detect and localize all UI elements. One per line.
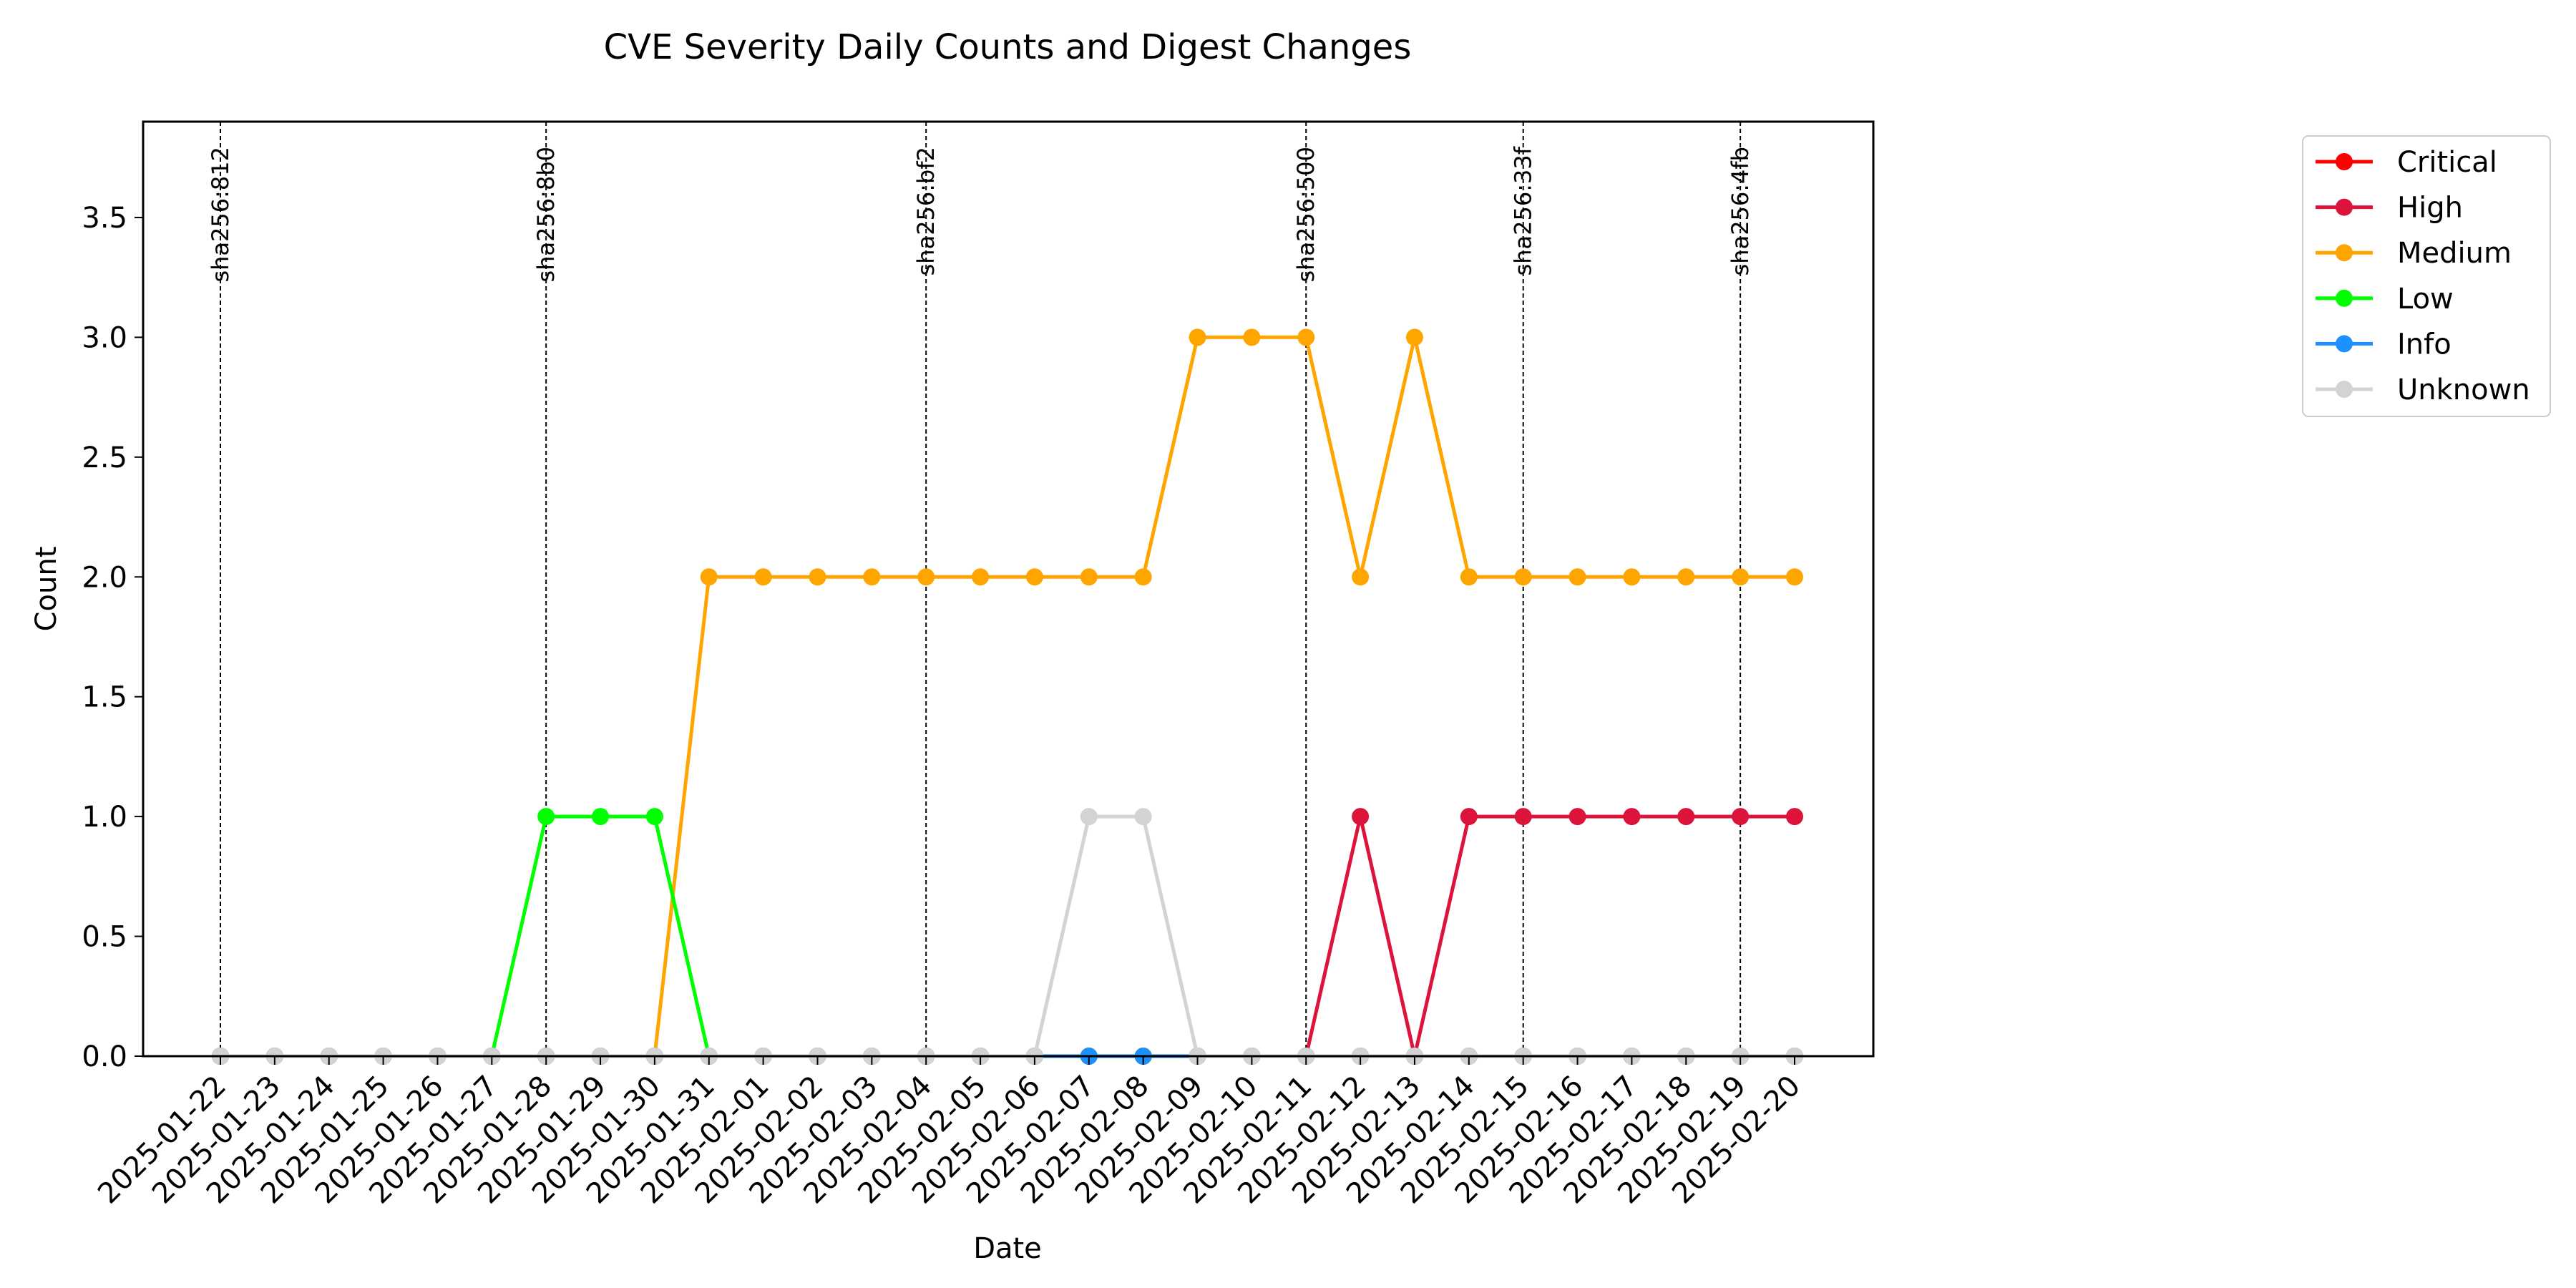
legend-label: Info (2397, 328, 2451, 361)
data-point (645, 808, 663, 826)
y-tick-label: 0.0 (82, 1040, 127, 1073)
data-point (1568, 568, 1586, 586)
data-point (1623, 568, 1641, 586)
data-point (1189, 328, 1206, 346)
x-axis: 2025-01-222025-01-232025-01-242025-01-25… (92, 1056, 1807, 1210)
y-tick-label: 0.5 (82, 921, 127, 954)
legend-label: High (2397, 192, 2463, 225)
data-point (972, 568, 990, 586)
data-point (1025, 568, 1043, 586)
y-axis-label: Count (30, 547, 63, 632)
digest-label: sha256:500 (1292, 147, 1319, 283)
digest-label: sha256:8b0 (532, 147, 560, 282)
digest-label: sha256:bf2 (912, 147, 940, 275)
digest-label: sha256:812 (207, 147, 234, 283)
legend-item: High (2316, 192, 2463, 225)
data-point (1080, 808, 1098, 826)
plot-area (142, 120, 1875, 1058)
data-point (1134, 568, 1152, 586)
data-point (917, 568, 935, 586)
legend-item: Low (2316, 283, 2454, 316)
data-point (1677, 808, 1695, 826)
data-point (1514, 568, 1532, 586)
data-point (1405, 328, 1423, 346)
y-tick-label: 3.5 (82, 202, 127, 235)
data-point (1732, 808, 1750, 826)
legend-swatch-marker (2336, 198, 2353, 216)
legend-swatch-marker (2336, 335, 2353, 353)
digest-label: sha256:33f (1510, 146, 1537, 275)
legend-item: Critical (2316, 146, 2497, 179)
data-point (1243, 328, 1261, 346)
data-point (1352, 568, 1370, 586)
data-point (700, 568, 718, 586)
y-axis: 0.0 0.5 1.0 1.5 2.0 2.5 3.0 3.5 (82, 202, 143, 1073)
y-tick-label: 3.0 (82, 321, 127, 354)
data-point (592, 808, 610, 826)
data-point (1134, 808, 1152, 826)
data-point (1786, 808, 1803, 826)
data-point (537, 808, 555, 826)
data-point (809, 568, 826, 586)
data-point (1352, 808, 1370, 826)
legend-swatch-marker (2336, 289, 2353, 307)
y-tick-label: 2.5 (82, 441, 127, 474)
data-point (754, 568, 772, 586)
y-tick-label: 1.5 (82, 681, 127, 714)
data-point (1677, 568, 1695, 586)
legend-swatch-marker (2336, 244, 2353, 262)
data-point (1080, 568, 1098, 586)
data-point (1732, 568, 1750, 586)
data-point (863, 568, 881, 586)
legend-label: Unknown (2397, 374, 2530, 406)
y-tick-label: 1.0 (82, 801, 127, 834)
digest-label: sha256:4fb (1727, 147, 1754, 275)
data-point (1786, 568, 1803, 586)
legend-item: Unknown (2316, 374, 2530, 406)
data-point (1568, 808, 1586, 826)
chart-title: CVE Severity Daily Counts and Digest Cha… (604, 27, 1412, 67)
data-point (1297, 328, 1315, 346)
data-point (1623, 808, 1641, 826)
legend-swatch-marker (2336, 153, 2353, 170)
data-point (1460, 568, 1478, 586)
legend-item: Info (2316, 328, 2451, 361)
x-axis-label: Date (973, 1232, 1042, 1265)
digest-annotations: sha256:812 sha256:8b0 sha256:bf2 sha256:500… (207, 122, 1754, 1056)
legend-label: Critical (2397, 146, 2497, 179)
data-point (1460, 808, 1478, 826)
legend: Critical High Medium Low Info Unknown (2302, 135, 2551, 417)
y-tick-label: 2.0 (82, 561, 127, 594)
legend-item: Medium (2316, 237, 2512, 270)
data-point (1514, 808, 1532, 826)
legend-label: Medium (2397, 237, 2512, 270)
legend-label: Low (2397, 283, 2454, 316)
legend-swatch-marker (2336, 381, 2353, 398)
